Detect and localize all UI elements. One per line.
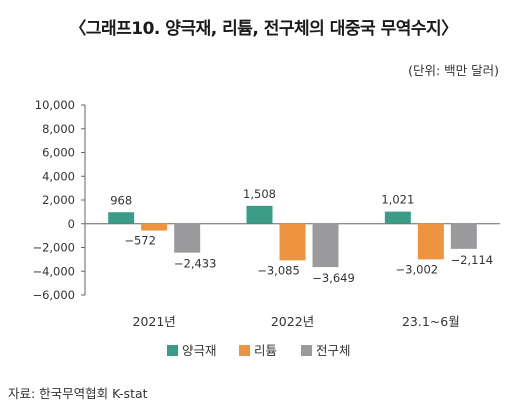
y-tick-label: 4,000 — [42, 169, 75, 183]
y-tick-label: 2,000 — [42, 193, 75, 207]
data-label: −3,002 — [396, 262, 439, 276]
axis-layer: 10,000 8,000 6,000 4,000 2,000 0 −2,000 −4,000 −… — [32, 98, 500, 302]
bar-리튬-2022년 — [279, 223, 306, 261]
x-tick-label: 2022년 — [271, 314, 314, 329]
data-label: −3,649 — [312, 271, 355, 285]
data-label: −3,085 — [257, 263, 300, 277]
data-label: −2,433 — [174, 257, 217, 271]
bar-전구체-2021년 — [174, 223, 201, 253]
bar-리튬-2021년 — [141, 223, 168, 231]
y-tick-label: 6,000 — [42, 146, 75, 160]
bar-양극재-2022년 — [246, 205, 273, 224]
y-tick-label: 10,000 — [35, 98, 75, 112]
bar-양극재-2021년 — [108, 212, 135, 224]
legend-swatch — [301, 345, 312, 356]
x-tick-label: 2021년 — [133, 314, 176, 329]
legend: 양극재 리튬 전구체 — [167, 343, 351, 358]
y-tick-label: −6,000 — [32, 288, 75, 302]
y-tick-label: 8,000 — [42, 122, 75, 136]
y-tick-label: 0 — [68, 217, 75, 231]
data-label: 1,021 — [381, 193, 414, 207]
bar-전구체-2022년 — [312, 223, 339, 268]
bar-전구체-23.1~6월 — [450, 223, 477, 249]
data-label: 968 — [110, 193, 132, 207]
legend-label: 전구체 — [316, 343, 351, 358]
bar-양극재-23.1~6월 — [384, 211, 411, 224]
data-label: 1,508 — [243, 187, 276, 201]
legend-label: 양극재 — [182, 343, 217, 358]
bar-layer — [108, 205, 477, 268]
unit-label: (단위: 백만 달러) — [408, 63, 499, 78]
bar-리튬-23.1~6월 — [417, 223, 444, 260]
data-label: −572 — [124, 234, 156, 248]
x-tick-label: 23.1~6월 — [402, 314, 460, 329]
source-note: 자료: 한국무역협회 K-stat — [8, 386, 148, 401]
legend-swatch — [239, 345, 250, 356]
chart-title: 〈그래프10. 양극재, 리튬, 전구체의 대중국 무역수지〉 — [69, 19, 458, 39]
data-label: −2,114 — [451, 253, 494, 267]
legend-label: 리튬 — [254, 343, 277, 358]
y-tick-label: −2,000 — [32, 241, 75, 255]
legend-swatch — [167, 345, 178, 356]
label-layer: 968 −572 −2,433 2021년 1,508 −3,085 −3,649 2022년… — [110, 187, 493, 329]
y-tick-label: −4,000 — [32, 264, 75, 278]
